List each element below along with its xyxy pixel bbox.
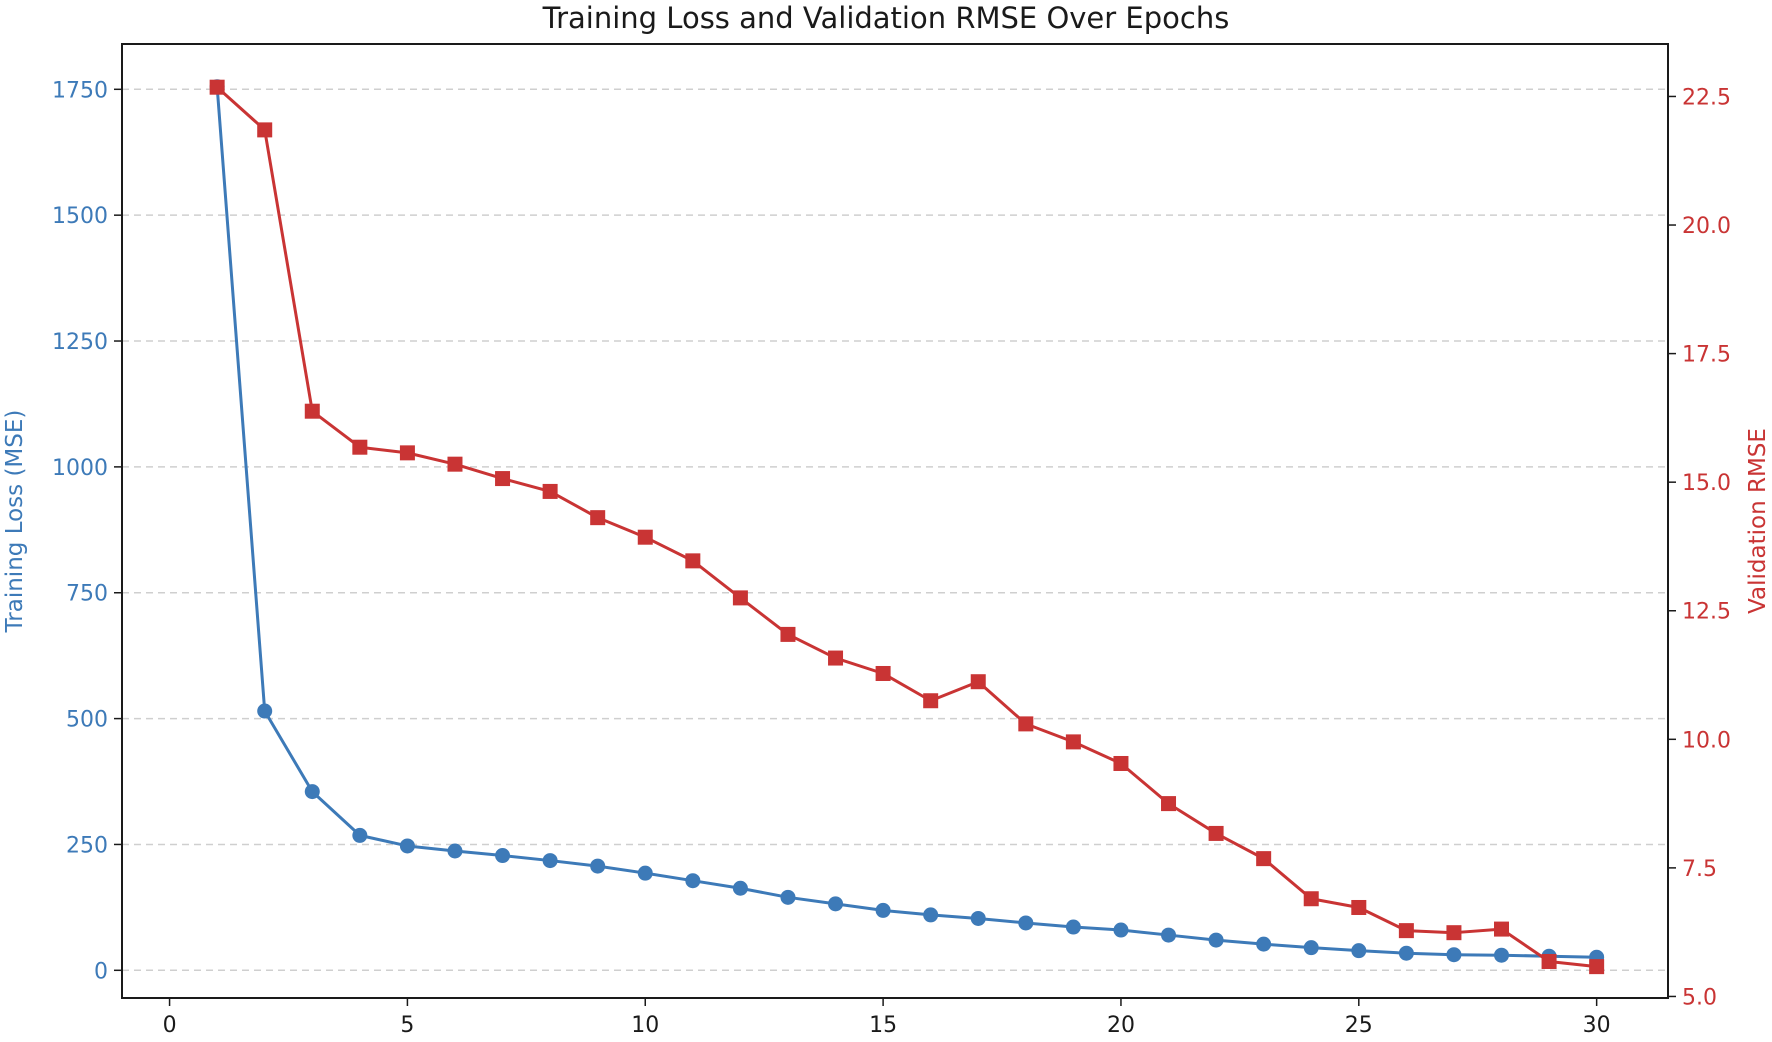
- x-tick-label: 15: [869, 1013, 897, 1038]
- training-loss-point: [685, 873, 701, 889]
- x-tick-label: 0: [163, 1013, 177, 1038]
- y-left-tick-label: 1750: [52, 78, 108, 103]
- validation-rmse-point: [875, 665, 891, 681]
- validation-rmse-point: [257, 122, 273, 138]
- validation-rmse-point: [1065, 734, 1081, 750]
- x-tick-label: 10: [631, 1013, 659, 1038]
- training-loss-point: [352, 827, 368, 843]
- validation-rmse-point: [685, 553, 701, 569]
- training-loss-point: [732, 880, 748, 896]
- training-loss-point: [1208, 932, 1224, 948]
- y-left-tick-label: 750: [66, 582, 108, 607]
- x-axis: 0 5 10 15 20 25 30: [163, 998, 1611, 1038]
- training-loss-point: [875, 902, 891, 918]
- validation-rmse-point: [1541, 953, 1557, 969]
- training-loss-point: [1446, 947, 1462, 963]
- training-loss-point: [1398, 945, 1414, 961]
- training-loss-point: [1494, 947, 1510, 963]
- plot-frame: [121, 43, 1669, 999]
- training-loss-point: [542, 853, 558, 869]
- grid-lines: [122, 88, 1668, 972]
- y-left-tick-label: 1000: [52, 456, 108, 481]
- validation-rmse-point: [780, 626, 796, 642]
- validation-rmse-point: [1208, 825, 1224, 841]
- validation-rmse-point: [590, 510, 606, 526]
- y-axis-right-label: Validation RMSE: [1745, 428, 1771, 614]
- training-loss-point: [637, 865, 653, 881]
- x-tick-label: 30: [1583, 1013, 1611, 1038]
- training-loss-point: [447, 843, 463, 859]
- validation-rmse-point: [447, 456, 463, 472]
- training-loss-point: [1065, 919, 1081, 935]
- training-loss-point: [257, 703, 273, 719]
- validation-rmse-point: [1351, 899, 1367, 915]
- validation-rmse-point: [828, 650, 844, 666]
- y-left-tick-label: 250: [66, 833, 108, 858]
- x-tick-label: 20: [1107, 1013, 1135, 1038]
- training-loss-line: [215, 86, 1597, 959]
- y-left-tick-label: 1500: [52, 204, 108, 229]
- validation-rmse-point: [1398, 923, 1414, 939]
- y-right-tick-label: 5.0: [1682, 985, 1717, 1010]
- y-right-tick-label: 20.0: [1682, 214, 1731, 239]
- y-axis-left-label: Training Loss (MSE): [2, 410, 28, 634]
- validation-rmse-point: [1494, 921, 1510, 937]
- training-loss-point: [1351, 943, 1367, 959]
- x-tick-label: 25: [1345, 1013, 1373, 1038]
- validation-rmse-point: [1256, 851, 1272, 867]
- training-loss-point: [590, 858, 606, 874]
- training-loss-point: [304, 784, 320, 800]
- validation-rmse-point: [1018, 716, 1034, 732]
- validation-rmse-point: [495, 471, 511, 487]
- y-axis-left: 0 250 500 750 1000 1250 1500 1750: [52, 78, 122, 984]
- validation-rmse-point: [732, 590, 748, 606]
- validation-rmse-point: [542, 483, 558, 499]
- y-right-tick-label: 15.0: [1682, 471, 1731, 496]
- x-tick-label: 5: [400, 1013, 414, 1038]
- validation-rmse-point: [637, 529, 653, 545]
- y-right-tick-label: 17.5: [1682, 343, 1731, 368]
- training-loss-point: [970, 910, 986, 926]
- validation-rmse-point: [923, 693, 939, 709]
- validation-rmse-point: [304, 403, 320, 419]
- chart-title: Training Loss and Validation RMSE Over E…: [542, 1, 1230, 35]
- validation-rmse-point: [352, 439, 368, 455]
- validation-rmse-point: [209, 79, 225, 95]
- y-left-tick-label: 500: [66, 708, 108, 733]
- training-loss-point: [399, 838, 415, 854]
- y-left-tick-label: 0: [94, 959, 108, 984]
- validation-rmse-point: [1446, 925, 1462, 941]
- training-loss-point: [923, 907, 939, 923]
- series-layer: [209, 79, 1605, 975]
- validation-rmse-point: [1161, 796, 1177, 812]
- training-loss-point: [1256, 936, 1272, 952]
- training-loss-point: [1303, 940, 1319, 956]
- y-left-tick-label: 1250: [52, 330, 108, 355]
- y-right-tick-label: 22.5: [1682, 85, 1731, 110]
- training-loss-point: [1161, 927, 1177, 943]
- validation-rmse-line: [216, 86, 1597, 969]
- training-loss-point: [1113, 922, 1129, 938]
- training-loss-point: [828, 896, 844, 912]
- validation-rmse-point: [1113, 755, 1129, 771]
- validation-rmse-point: [1589, 959, 1605, 975]
- validation-rmse-point: [1303, 891, 1319, 907]
- y-axis-right: 5.0 7.5 10.0 12.5 15.0 17.5 20.0 22.5: [1668, 85, 1731, 1010]
- validation-rmse-point: [399, 445, 415, 461]
- training-loss-point: [780, 889, 796, 905]
- training-loss-point: [1018, 915, 1034, 931]
- validation-rmse-point: [970, 674, 986, 690]
- y-right-tick-label: 10.0: [1682, 728, 1731, 753]
- y-right-tick-label: 7.5: [1682, 857, 1717, 882]
- training-loss-point: [495, 848, 511, 864]
- y-right-tick-label: 12.5: [1682, 600, 1731, 625]
